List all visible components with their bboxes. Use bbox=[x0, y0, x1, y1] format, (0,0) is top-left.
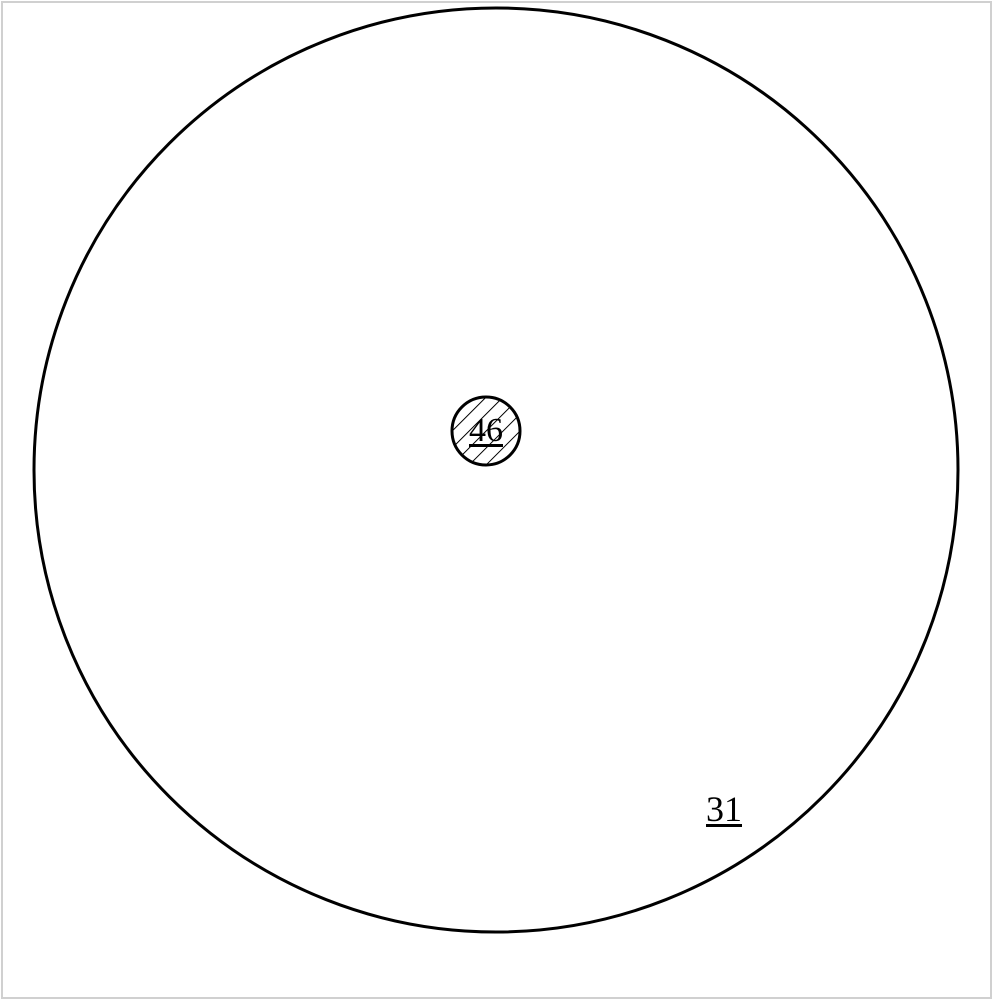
outer-circle bbox=[34, 8, 958, 932]
label-31: 31 bbox=[706, 788, 742, 830]
patent-diagram bbox=[0, 0, 993, 1000]
label-46: 46 bbox=[469, 412, 503, 450]
